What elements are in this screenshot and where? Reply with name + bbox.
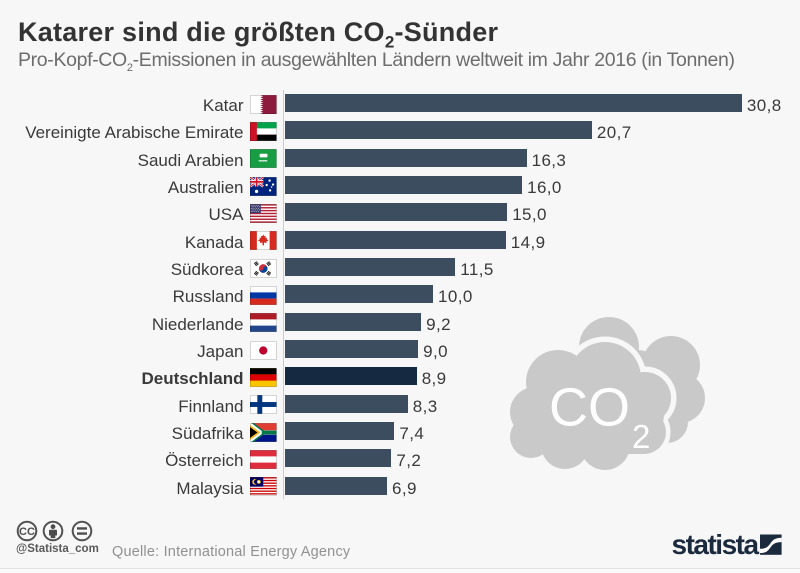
svg-text:CO: CO <box>549 378 630 438</box>
svg-text:2: 2 <box>632 418 650 455</box>
svg-text:statista: statista <box>671 533 759 557</box>
svg-text:CC: CC <box>19 526 35 538</box>
